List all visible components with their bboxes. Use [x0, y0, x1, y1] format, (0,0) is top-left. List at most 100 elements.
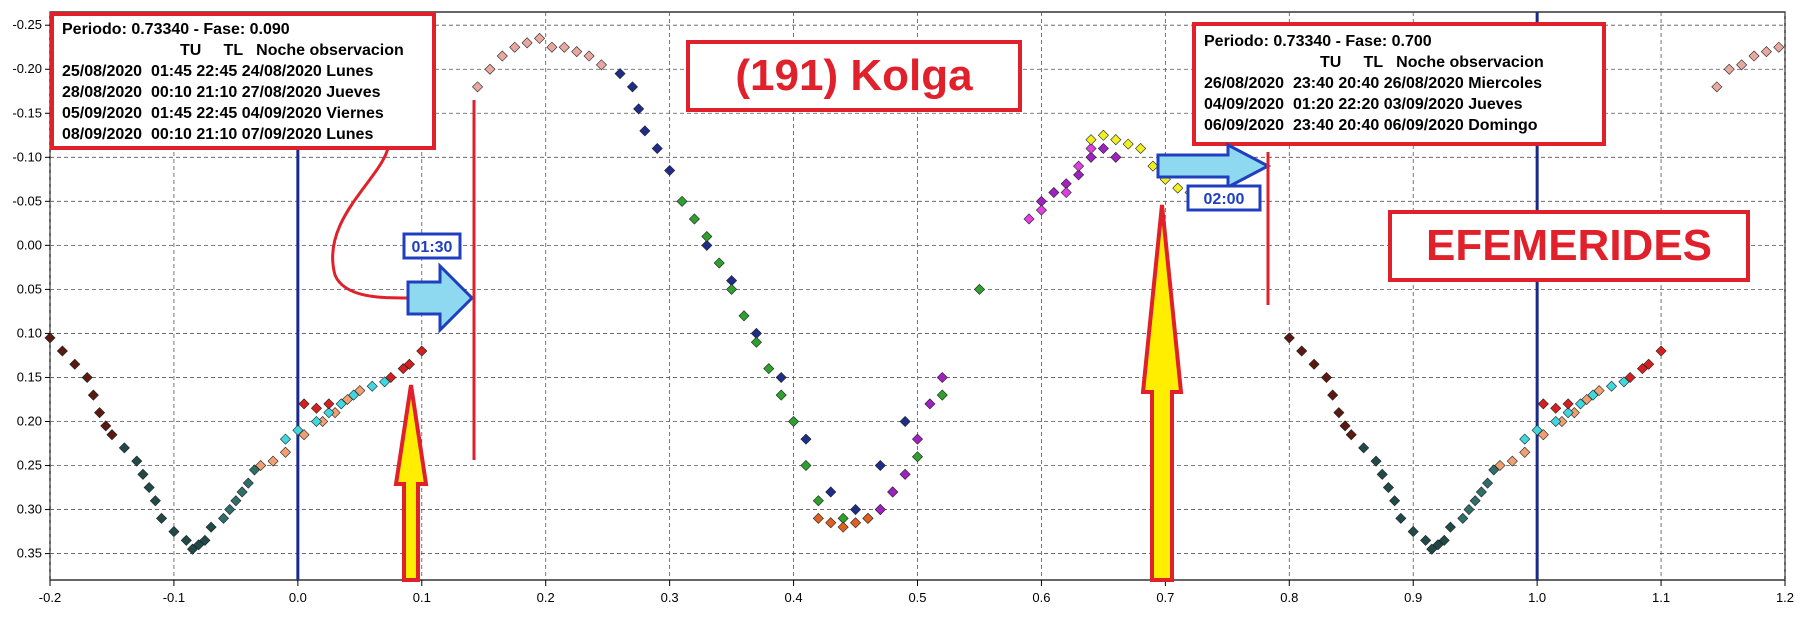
y-tick-label: -0.05 — [12, 193, 42, 208]
data-point — [583, 50, 595, 62]
data-point — [1457, 512, 1469, 524]
data-point — [1085, 151, 1097, 163]
info-box-right: Periodo: 0.73340 - Fase: 0.700 TU TL Noc… — [1192, 22, 1606, 146]
info-left-line4: 28/08/2020 00:10 21:10 27/08/2020 Jueves — [62, 84, 381, 101]
info-left-line5: 05/09/2020 01:45 22:45 04/09/2020 Vierne… — [62, 105, 384, 122]
y-tick-label: 0.05 — [17, 281, 42, 296]
data-point — [750, 327, 762, 339]
data-point — [403, 358, 415, 370]
data-point — [1482, 477, 1494, 489]
data-point — [812, 512, 824, 524]
data-point — [1382, 482, 1394, 494]
x-tick-label: 1.1 — [1652, 590, 1670, 605]
x-axis: -0.2 -0.1 0.0 0.1 0.2 0.3 0.4 0.5 0.6 0.7 0.8 0.9 1.… — [39, 580, 1794, 605]
data-point — [143, 482, 155, 494]
data-point — [118, 442, 130, 454]
y-tick-label: 0.00 — [17, 237, 42, 252]
data-point — [1110, 151, 1122, 163]
data-point — [69, 358, 81, 370]
data-point — [1333, 407, 1345, 419]
data-point — [484, 63, 496, 75]
data-point — [87, 389, 99, 401]
data-point — [1035, 204, 1047, 216]
data-point — [1110, 134, 1122, 146]
data-point — [664, 164, 676, 177]
data-point — [81, 371, 93, 383]
data-point — [1035, 195, 1047, 207]
data-point — [1327, 389, 1339, 401]
data-point — [1358, 442, 1370, 454]
data-point — [1097, 142, 1109, 155]
data-point — [1711, 81, 1723, 93]
data-point — [701, 239, 713, 251]
data-point — [936, 371, 948, 383]
info-left-line6: 08/09/2020 00:10 21:10 07/09/2020 Lunes — [62, 126, 373, 143]
data-point — [56, 345, 68, 357]
data-point — [1339, 420, 1351, 432]
data-point — [1122, 138, 1134, 150]
data-point — [850, 517, 862, 529]
data-point — [1519, 446, 1531, 458]
x-tick-label: -0.2 — [39, 590, 61, 605]
data-point — [1760, 46, 1772, 58]
data-point — [639, 125, 651, 137]
data-point — [168, 526, 180, 538]
data-point — [335, 398, 347, 410]
data-point — [1296, 345, 1308, 357]
x-tick-label: 0.6 — [1032, 590, 1050, 605]
chart-title: (191) Kolga — [735, 51, 973, 100]
data-point — [298, 398, 310, 410]
data-point — [800, 460, 812, 472]
title-box: (191) Kolga — [686, 40, 1022, 112]
data-point — [887, 486, 899, 498]
y-tick-label: -0.20 — [12, 61, 42, 76]
data-point — [509, 41, 521, 53]
data-point — [936, 389, 948, 401]
data-point — [329, 407, 341, 419]
data-point — [1060, 178, 1072, 190]
data-point — [279, 446, 291, 458]
data-point — [385, 371, 397, 383]
data-point — [973, 283, 985, 295]
data-point — [763, 363, 775, 375]
right-time-label: 02:00 — [1204, 191, 1245, 208]
data-point — [199, 534, 211, 546]
data-point — [94, 407, 106, 419]
data-point — [1556, 415, 1568, 428]
data-point — [1345, 429, 1357, 441]
data-point — [279, 433, 291, 445]
data-point — [1438, 534, 1450, 546]
data-point — [812, 495, 824, 507]
chart-subtitle: EFEMERIDES — [1426, 221, 1712, 270]
x-tick-label: 0.3 — [661, 590, 679, 605]
x-tick-label: -0.1 — [163, 590, 185, 605]
data-point — [571, 46, 583, 58]
info-right-line3: 26/08/2020 23:40 20:40 26/08/2020 Mierco… — [1204, 75, 1542, 92]
data-point — [1575, 398, 1587, 410]
x-tick-label: 0.7 — [1156, 590, 1174, 605]
data-point — [899, 415, 911, 428]
data-point — [1172, 182, 1184, 194]
right-yellow-arrow — [1140, 204, 1184, 582]
data-point — [899, 468, 911, 480]
data-point — [1135, 142, 1147, 155]
left-time-box — [402, 232, 462, 260]
data-point — [1283, 332, 1295, 344]
subtitle-box: EFEMERIDES — [1388, 210, 1750, 282]
data-point — [1624, 371, 1636, 383]
left-yellow-arrow — [393, 384, 429, 582]
data-point — [676, 195, 688, 207]
data-point — [825, 486, 837, 498]
y-tick-label: 0.30 — [17, 502, 42, 517]
data-point — [1048, 187, 1060, 199]
data-point — [1568, 407, 1580, 419]
data-point — [1444, 521, 1456, 533]
data-point — [911, 433, 924, 445]
data-point — [1773, 41, 1785, 53]
data-point — [874, 460, 886, 472]
data-point — [1562, 407, 1574, 419]
data-point — [100, 420, 112, 432]
left-blue-arrow — [406, 262, 475, 334]
data-point — [1463, 504, 1475, 516]
data-point — [1085, 134, 1097, 146]
